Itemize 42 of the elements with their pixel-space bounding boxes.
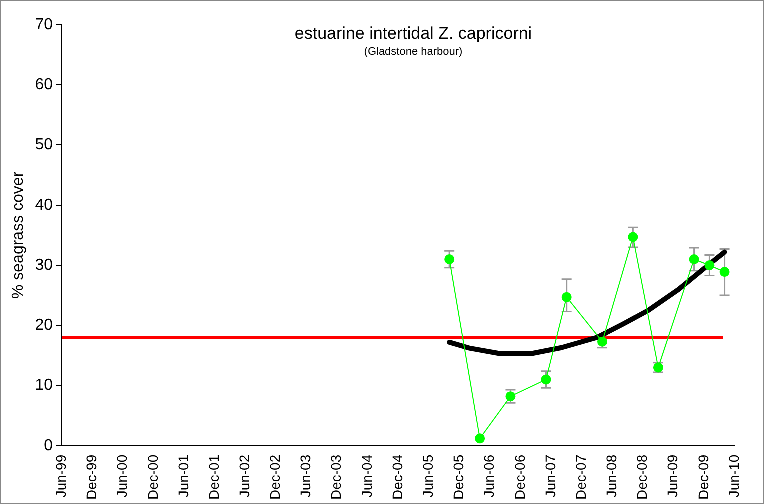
y-tick-label: 0 (44, 437, 54, 454)
x-tick-label: Dec-06 (512, 454, 528, 500)
point (628, 232, 638, 242)
x-tick-label: Dec-01 (206, 454, 222, 500)
point (720, 267, 730, 278)
y-axis-title: % seagrass cover (10, 171, 28, 300)
x-tick-label: Jun-09 (664, 454, 681, 498)
x-tick-label: Dec-02 (267, 454, 284, 500)
point (475, 434, 486, 444)
x-tick-label: Dec-99 (84, 454, 100, 500)
x-tick-label: Jun-02 (236, 454, 252, 498)
x-tick-label: Dec-04 (390, 454, 406, 500)
text: (Gladstone harbour) (364, 46, 463, 58)
x-tick-label: Dec-09 (695, 454, 712, 500)
point (444, 254, 455, 264)
x-tick-label: Dec-03 (328, 454, 344, 500)
point (689, 254, 700, 264)
x-tick-label: Dec-05 (450, 454, 467, 500)
y-tick-label: 70 (35, 16, 54, 34)
x-tick-label: Jun-07 (542, 454, 558, 498)
x-tick-label: Jun-10 (726, 454, 742, 498)
y-tick-label: 40 (35, 196, 54, 214)
x-tick-label: Jun-05 (420, 454, 436, 498)
x-tick-label: Dec-08 (634, 454, 650, 500)
x-tick-label: Jun-00 (114, 454, 130, 498)
x-tick-label: Jun-06 (481, 454, 498, 498)
y-tick-label: 20 (35, 317, 54, 334)
point (704, 260, 715, 270)
y-tick-label: 50 (35, 136, 54, 154)
x-tick-label: Dec-07 (572, 454, 589, 500)
y-tick-label: 60 (35, 76, 54, 94)
point (541, 374, 552, 385)
x-tick-label: Jun-01 (175, 454, 192, 498)
x-tick-label: Jun-99 (52, 454, 69, 498)
x-tick-label: Dec-00 (144, 454, 161, 500)
x-tick-label: Jun-08 (604, 454, 620, 498)
x-tick-label: Jun-03 (298, 454, 314, 498)
chart-title: estuarine intertidal Z. capricorni (294, 24, 532, 43)
y-tick-label: 10 (35, 377, 54, 394)
point (562, 292, 572, 302)
y-tick-label: 30 (35, 256, 54, 274)
x-tick-label: Jun-04 (358, 454, 375, 498)
